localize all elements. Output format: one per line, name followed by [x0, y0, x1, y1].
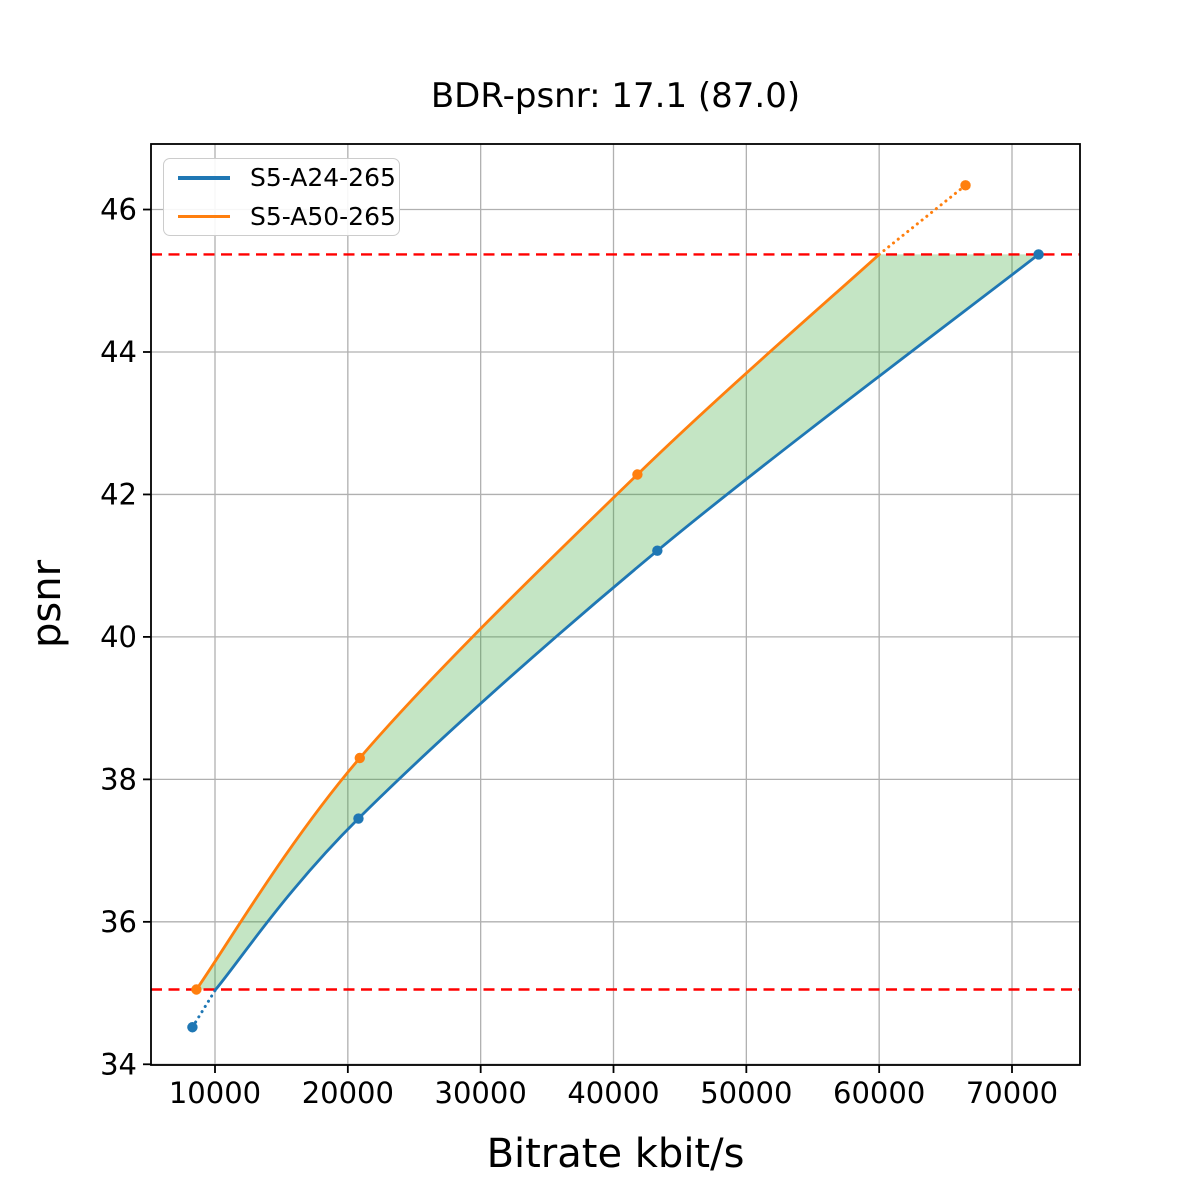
x-tick-label: 60000	[833, 1076, 925, 1110]
legend-line-swatch-orange	[178, 214, 230, 218]
x-tick-label: 50000	[700, 1076, 792, 1110]
rd-curve-S5-A24-265	[214, 253, 1040, 991]
rd-curve-S5-A50-265	[195, 253, 881, 991]
rd-curve-dotted-segment-S5-A24-265	[190, 987, 218, 1029]
y-tick-label: 46	[100, 193, 137, 227]
y-tick-label: 44	[100, 335, 137, 369]
rd-curve-dotted-segment-S5-A50-265	[877, 183, 968, 256]
x-tick-label: 70000	[966, 1076, 1058, 1110]
data-point-marker-S5-A24-265	[652, 545, 663, 556]
data-point-marker-S5-A24-265	[353, 813, 364, 824]
axes-frame	[150, 143, 1081, 1066]
y-tick-label: 34	[100, 1047, 137, 1081]
x-tick-label: 20000	[302, 1076, 394, 1110]
y-tick-label: 42	[100, 477, 137, 511]
bd-overlap-fill-region	[196, 254, 1039, 990]
data-point-marker-S5-A50-265	[191, 984, 202, 995]
x-tick-label: 40000	[567, 1076, 659, 1110]
chart-title: BDR-psnr: 17.1 (87.0)	[430, 76, 801, 116]
y-tick-label: 38	[100, 762, 137, 796]
legend: S5-A24-265 S5-A50-265	[163, 158, 400, 236]
y-tick-label: 36	[100, 905, 137, 939]
legend-line-swatch-blue	[178, 176, 230, 180]
legend-entry-s5-a50-265: S5-A50-265	[178, 202, 396, 231]
y-tick-label: 40	[100, 620, 137, 654]
x-axis-label: Bitrate kbit/s	[486, 1131, 745, 1177]
data-point-marker-S5-A50-265	[632, 469, 643, 480]
legend-label: S5-A50-265	[250, 201, 396, 231]
x-tick-label: 10000	[169, 1076, 261, 1110]
legend-label: S5-A24-265	[250, 163, 396, 192]
data-point-marker-S5-A50-265	[354, 752, 365, 764]
data-point-marker-S5-A50-265	[960, 180, 971, 191]
data-point-marker-S5-A24-265	[187, 1022, 198, 1033]
legend-entry-s5-a24-265: S5-A24-265	[178, 164, 396, 192]
data-point-marker-S5-A24-265	[1033, 249, 1044, 260]
x-tick-label: 30000	[435, 1076, 527, 1110]
